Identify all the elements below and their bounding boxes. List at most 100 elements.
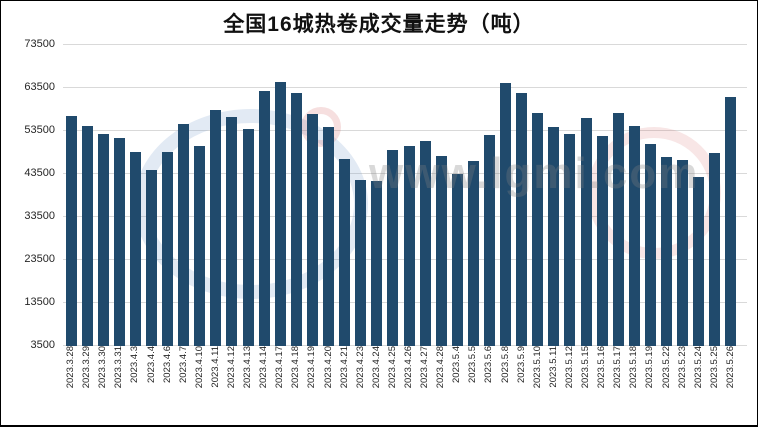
bar — [532, 112, 544, 346]
bar-zone — [417, 45, 433, 346]
chart-title: 全国16城热卷成交量走势（吨） — [223, 13, 535, 36]
x-tick-label: 2023.5.15 — [580, 346, 592, 389]
y-tick-label: 43500 — [24, 167, 55, 179]
bar — [371, 181, 383, 346]
bar-column: 2023.4.18 — [288, 45, 304, 423]
bar — [306, 114, 318, 346]
bar-zone — [578, 45, 594, 346]
bar-column: 2023.5.6 — [481, 45, 497, 423]
bar-column: 2023.4.27 — [417, 45, 433, 423]
x-tick-label: 2023.4.14 — [258, 346, 270, 389]
bar-column: 2023.5.8 — [498, 45, 514, 423]
x-tick-label: 2023.4.23 — [354, 346, 366, 389]
x-tick-label: 2023.4.6 — [161, 346, 173, 383]
x-tick-label: 2023.3.29 — [81, 346, 93, 389]
bar — [580, 118, 592, 346]
x-tick-label: 2023.4.4 — [145, 346, 157, 383]
bar-column: 2023.4.7 — [176, 45, 192, 423]
bar-column: 2023.5.16 — [594, 45, 610, 423]
x-tick-label: 2023.5.18 — [628, 346, 640, 389]
bar-column: 2023.4.17 — [272, 45, 288, 423]
gridline — [63, 86, 747, 88]
y-tick-label: 33500 — [24, 209, 55, 222]
bar — [387, 149, 399, 346]
bar-column: 2023.4.10 — [192, 45, 208, 423]
bar-column: 2023.3.30 — [95, 45, 111, 423]
watermark-red-arc — [301, 107, 341, 147]
bar — [709, 152, 721, 346]
bar-zone — [707, 45, 723, 346]
bar — [274, 81, 286, 346]
bar-zone — [723, 45, 739, 346]
x-tick-label: 2023.5.19 — [644, 346, 656, 389]
x-tick-label: 2023.3.28 — [65, 346, 77, 389]
bar-column: 2023.4.28 — [433, 45, 449, 423]
bar-zone — [594, 45, 610, 346]
bar — [178, 123, 190, 346]
bar-zone — [385, 45, 401, 346]
bar-zone — [272, 45, 288, 346]
bar — [725, 96, 737, 346]
bar-zone — [127, 45, 143, 346]
bar-zone — [337, 45, 353, 346]
bar-column: 2023.5.9 — [514, 45, 530, 423]
bar-zone — [369, 45, 385, 346]
bar-zone — [546, 45, 562, 346]
bar-zone — [481, 45, 497, 346]
bar-zone — [433, 45, 449, 346]
x-tick-label: 2023.4.24 — [370, 346, 382, 389]
x-tick-label: 2023.5.26 — [724, 346, 736, 389]
bar — [644, 144, 656, 346]
bar-column: 2023.4.23 — [353, 45, 369, 423]
bar-zone — [658, 45, 674, 346]
x-tick-label: 2023.4.18 — [290, 346, 302, 389]
x-tick-label: 2023.4.11 — [209, 346, 221, 388]
x-tick-label: 2023.5.25 — [708, 346, 720, 389]
bar-zone — [192, 45, 208, 346]
x-tick-label: 2023.5.10 — [531, 346, 543, 389]
y-tick-label: 53500 — [24, 123, 55, 136]
bar — [113, 138, 125, 346]
bar — [564, 134, 576, 346]
bar — [483, 134, 495, 346]
bar-column: 2023.5.26 — [723, 45, 739, 423]
bar-zone — [143, 45, 159, 346]
x-tick-label: 2023.4.7 — [177, 346, 189, 383]
bar-zone — [79, 45, 95, 346]
bar — [226, 117, 238, 346]
x-tick-label: 2023.5.12 — [563, 346, 575, 389]
bar-zone — [530, 45, 546, 346]
bar — [419, 140, 431, 346]
gridline — [63, 44, 747, 45]
bar-zone — [675, 45, 691, 346]
bar — [628, 126, 640, 346]
bar-column: 2023.3.29 — [79, 45, 95, 423]
bar-column: 2023.5.23 — [675, 45, 691, 423]
bar — [693, 177, 705, 346]
x-tick-label: 2023.3.31 — [113, 346, 125, 389]
bar — [194, 146, 206, 346]
bar-zone — [208, 45, 224, 346]
bar — [97, 134, 109, 346]
bar-column: 2023.3.31 — [111, 45, 127, 423]
x-tick-label: 2023.4.25 — [386, 346, 398, 389]
x-tick-label: 2023.5.11 — [547, 346, 559, 388]
bar-column: 2023.4.12 — [224, 45, 240, 423]
bar-zone — [95, 45, 111, 346]
bar-zone — [256, 45, 272, 346]
x-tick-label: 2023.4.27 — [419, 346, 431, 389]
bar — [323, 127, 335, 346]
bar-column: 2023.4.24 — [369, 45, 385, 423]
bar — [612, 113, 624, 346]
x-tick-label: 2023.5.23 — [676, 346, 688, 389]
bar-column: 2023.5.15 — [578, 45, 594, 423]
bar-column: 2023.5.10 — [530, 45, 546, 423]
bar-column: 2023.4.20 — [321, 45, 337, 423]
x-tick-label: 2023.4.20 — [322, 346, 334, 389]
x-tick-label: 2023.4.12 — [225, 346, 237, 389]
x-tick-label: 2023.5.17 — [612, 346, 624, 389]
bar-zone — [626, 45, 642, 346]
bar-column: 2023.5.25 — [707, 45, 723, 423]
bar-column: 2023.5.4 — [449, 45, 465, 423]
